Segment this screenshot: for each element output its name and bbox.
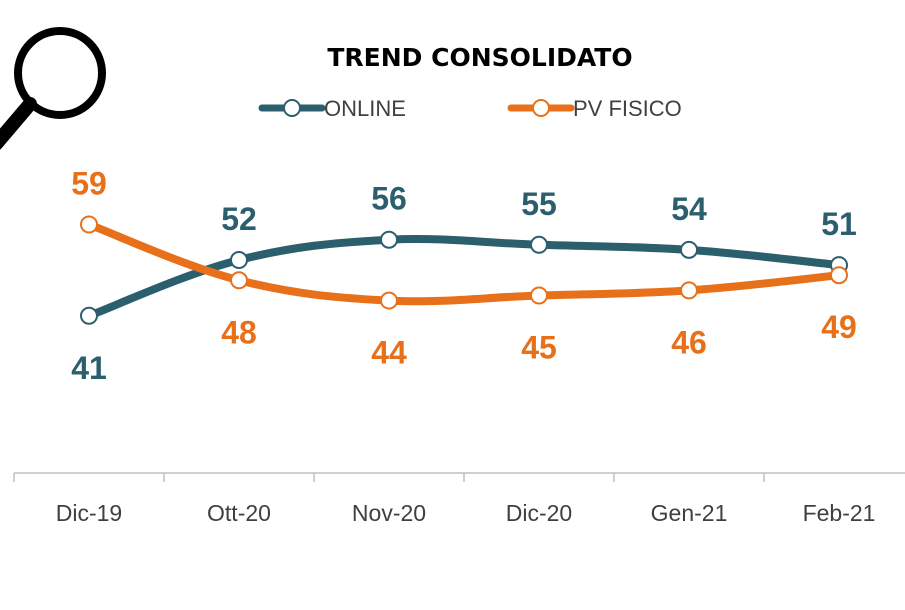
legend-item-pv-fisico: PV FISICO bbox=[507, 96, 682, 121]
data-point-online bbox=[80, 306, 98, 325]
data-point-online bbox=[230, 251, 248, 269]
x-tick-label: Ott-20 bbox=[207, 500, 271, 526]
data-label-online: 56 bbox=[371, 181, 407, 217]
legend-label-online: ONLINE bbox=[324, 96, 406, 121]
data-point-pv-fisico bbox=[380, 291, 398, 310]
x-tick-label: Feb-21 bbox=[803, 500, 876, 526]
x-tick-label: Dic-20 bbox=[506, 500, 572, 526]
data-label-online: 55 bbox=[521, 186, 557, 222]
x-tick-label: Nov-20 bbox=[352, 500, 426, 526]
data-label-pv-fisico: 59 bbox=[71, 166, 107, 202]
legend-label-pv-fisico: PV FISICO bbox=[573, 96, 682, 121]
data-label-online: 54 bbox=[671, 191, 707, 227]
data-point-pv-fisico bbox=[680, 281, 698, 300]
data-label-online: 41 bbox=[71, 350, 107, 386]
data-point-online bbox=[380, 230, 398, 249]
legend-marker-pv-fisico bbox=[532, 99, 550, 117]
legend-item-online: ONLINE bbox=[258, 96, 406, 121]
data-label-pv-fisico: 46 bbox=[671, 324, 707, 360]
data-label-pv-fisico: 48 bbox=[221, 314, 257, 350]
data-point-pv-fisico bbox=[530, 286, 548, 305]
data-point-online bbox=[530, 235, 548, 254]
data-labels: 41 52 56 55 54 51 59 48 44 45 46 49 bbox=[71, 166, 857, 386]
x-tick-label: Gen-21 bbox=[651, 500, 728, 526]
magnifier-icon bbox=[0, 27, 106, 150]
data-label-pv-fisico: 44 bbox=[371, 335, 407, 371]
data-point-pv-fisico bbox=[80, 215, 98, 234]
data-point-pv-fisico bbox=[230, 271, 248, 290]
x-tick-label: Dic-19 bbox=[56, 500, 122, 526]
legend-marker-online bbox=[283, 99, 301, 117]
data-point-pv-fisico bbox=[830, 266, 848, 285]
x-axis: Dic-19 Ott-20 Nov-20 Dic-20 Gen-21 Feb-21 bbox=[13, 472, 905, 526]
chart-title: TREND CONSOLIDATO bbox=[327, 43, 632, 72]
data-label-pv-fisico: 45 bbox=[521, 330, 557, 366]
data-label-pv-fisico: 49 bbox=[821, 309, 857, 345]
legend: ONLINE PV FISICO bbox=[258, 96, 682, 121]
series-layer bbox=[80, 215, 848, 325]
data-point-online bbox=[680, 240, 698, 259]
series-line-online bbox=[85, 235, 843, 320]
data-label-online: 51 bbox=[821, 206, 857, 242]
series-line-pv-fisico bbox=[85, 220, 843, 306]
data-label-online: 52 bbox=[221, 201, 257, 237]
